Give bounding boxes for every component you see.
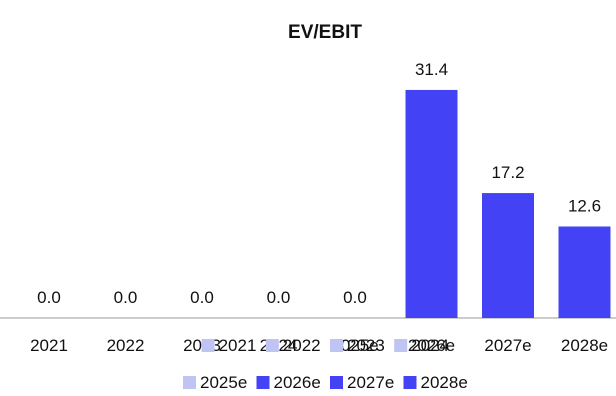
data-label-2025e: 0.0 xyxy=(343,288,367,307)
legend-label-2025e: 2025e xyxy=(200,373,247,392)
legend-label-2027e: 2027e xyxy=(347,373,394,392)
data-label-2023: 0.0 xyxy=(190,288,214,307)
data-label-2026e: 31.4 xyxy=(415,60,448,79)
data-label-2028e: 12.6 xyxy=(568,196,601,215)
legend-label-2021: 2021 xyxy=(219,336,257,355)
legend-label-2024: 2024 xyxy=(411,336,449,355)
data-label-2024: 0.0 xyxy=(267,288,291,307)
legend-swatch-2024 xyxy=(394,339,408,352)
bar-2026e xyxy=(405,89,458,318)
legend: 2021 2022 2023 2024 2025e 2026e 2027e 2028e xyxy=(183,336,468,392)
x-tick-label-2026e: 2026e xyxy=(408,336,455,355)
data-label-2022: 0.0 xyxy=(114,288,138,307)
x-tick-label-2025e: 2025e xyxy=(331,336,378,355)
legend-swatch-2021 xyxy=(201,339,215,352)
bar-2028e xyxy=(558,226,611,318)
legend-label-2022: 2022 xyxy=(283,336,321,355)
x-tick-label-2027e: 2027e xyxy=(484,336,531,355)
legend-swatch-2028e xyxy=(403,376,417,389)
bar-2027e xyxy=(482,193,534,318)
legend-swatch-2026e xyxy=(256,376,270,389)
x-tick-label-2022: 2022 xyxy=(107,336,145,355)
legend-label-2023: 2023 xyxy=(347,336,385,355)
legend-swatch-2022 xyxy=(265,339,279,352)
data-labels-group: 0.0 0.0 0.0 0.0 0.0 31.4 17.2 12.6 xyxy=(37,60,601,307)
x-tick-label-2021: 2021 xyxy=(30,336,68,355)
chart-title: EV/EBIT xyxy=(288,22,362,43)
data-label-2027e: 17.2 xyxy=(491,163,524,182)
x-tick-label-2028e: 2028e xyxy=(561,336,608,355)
data-label-2021: 0.0 xyxy=(37,288,61,307)
legend-swatch-2025e xyxy=(183,376,196,389)
legend-label-2026e: 2026e xyxy=(274,373,321,392)
legend-label-2028e: 2028e xyxy=(421,373,468,392)
bars-group xyxy=(405,89,611,318)
legend-swatch-2027e xyxy=(330,376,343,389)
legend-swatch-2023 xyxy=(330,339,343,352)
